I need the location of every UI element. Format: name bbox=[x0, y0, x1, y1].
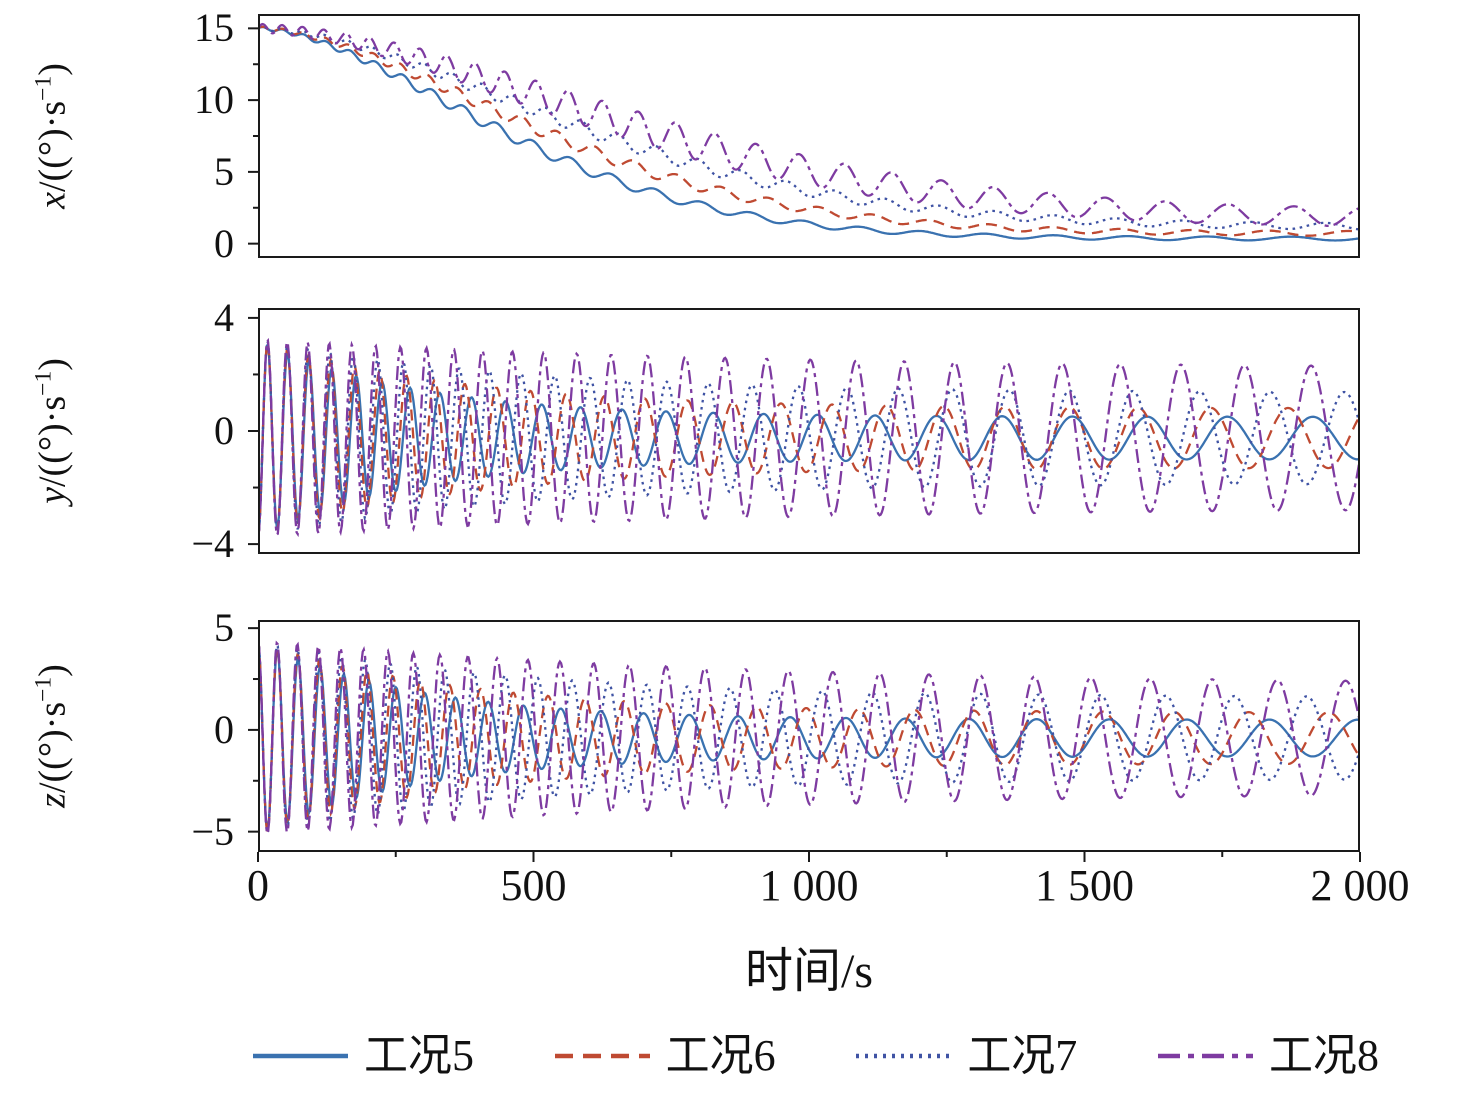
series-group bbox=[258, 640, 1360, 837]
legend-item-case7: 工况7 bbox=[856, 1034, 1077, 1078]
y-tick-label: 5 bbox=[214, 605, 234, 651]
x-tick-label: 500 bbox=[500, 861, 567, 910]
y-tick-label: −5 bbox=[191, 808, 234, 854]
plot-area-z bbox=[248, 620, 1361, 862]
subplot-y: y/((°)·s−1) 4 0 −4 bbox=[0, 297, 1476, 564]
axis-ticks bbox=[248, 27, 258, 245]
legend-label: 工况6 bbox=[665, 1031, 776, 1080]
y-tick-label: 0 bbox=[214, 408, 234, 453]
axis-frame bbox=[258, 620, 1360, 852]
line-series-1 bbox=[258, 25, 1360, 237]
axis-frame bbox=[258, 308, 1360, 554]
legend-line-dotted-icon bbox=[856, 1053, 952, 1059]
x-tick-label: 1 500 bbox=[1035, 861, 1134, 910]
y-tick-labels-x: 0 5 10 15 bbox=[0, 8, 248, 263]
series-group bbox=[258, 22, 1360, 242]
legend-item-case5: 工况5 bbox=[253, 1034, 474, 1078]
x-axis-label: 时间/s bbox=[744, 945, 874, 998]
line-series-3 bbox=[258, 22, 1360, 228]
line-series-3 bbox=[258, 640, 1360, 837]
legend-line-solid-icon bbox=[253, 1053, 348, 1059]
subplot-x: x/((°)·s−1) 0 5 10 15 bbox=[0, 8, 1476, 263]
y-tick-labels-y: 4 0 −4 bbox=[0, 297, 248, 563]
legend-label: 工况5 bbox=[364, 1031, 474, 1080]
plot-area-y bbox=[248, 308, 1360, 554]
x-tick-labels: 0 500 1 000 1 500 2 000 bbox=[0, 864, 1476, 924]
plot-area-x bbox=[248, 14, 1360, 258]
x-tick-label: 0 bbox=[247, 861, 269, 910]
legend-item-case8: 工况8 bbox=[1157, 1031, 1379, 1080]
y-tick-label: 15 bbox=[194, 5, 234, 51]
line-series-0 bbox=[258, 25, 1360, 242]
legend-line-dashed-icon bbox=[554, 1053, 650, 1059]
y-tick-label: 0 bbox=[214, 220, 234, 266]
line-series-3 bbox=[258, 337, 1360, 538]
x-tick-label: 1 000 bbox=[759, 861, 859, 910]
legend-item-case6: 工况6 bbox=[554, 1031, 776, 1080]
series-group bbox=[258, 337, 1360, 538]
axis-ticks bbox=[248, 316, 258, 546]
axis-frame bbox=[258, 14, 1360, 258]
y-tick-label: 0 bbox=[214, 706, 234, 752]
y-tick-label: 5 bbox=[214, 148, 234, 194]
y-tick-label: 4 bbox=[214, 294, 234, 340]
legend: 工况5 工况6 工况7 工况8 bbox=[253, 1026, 1379, 1086]
y-tick-labels-z: 5 0 −5 bbox=[0, 608, 248, 854]
legend-label: 工况8 bbox=[1268, 1031, 1379, 1080]
line-series-0 bbox=[258, 342, 1360, 538]
y-tick-label: −4 bbox=[191, 521, 234, 567]
x-tick-label: 2 000 bbox=[1310, 861, 1410, 910]
line-series-2 bbox=[258, 25, 1360, 231]
y-tick-label: 10 bbox=[194, 77, 234, 123]
subplot-z: z/((°)·s−1) 5 0 −5 bbox=[0, 608, 1476, 862]
legend-line-dashdot-icon bbox=[1157, 1053, 1253, 1059]
legend-label: 工况7 bbox=[967, 1031, 1078, 1080]
axis-ticks bbox=[248, 627, 1361, 862]
